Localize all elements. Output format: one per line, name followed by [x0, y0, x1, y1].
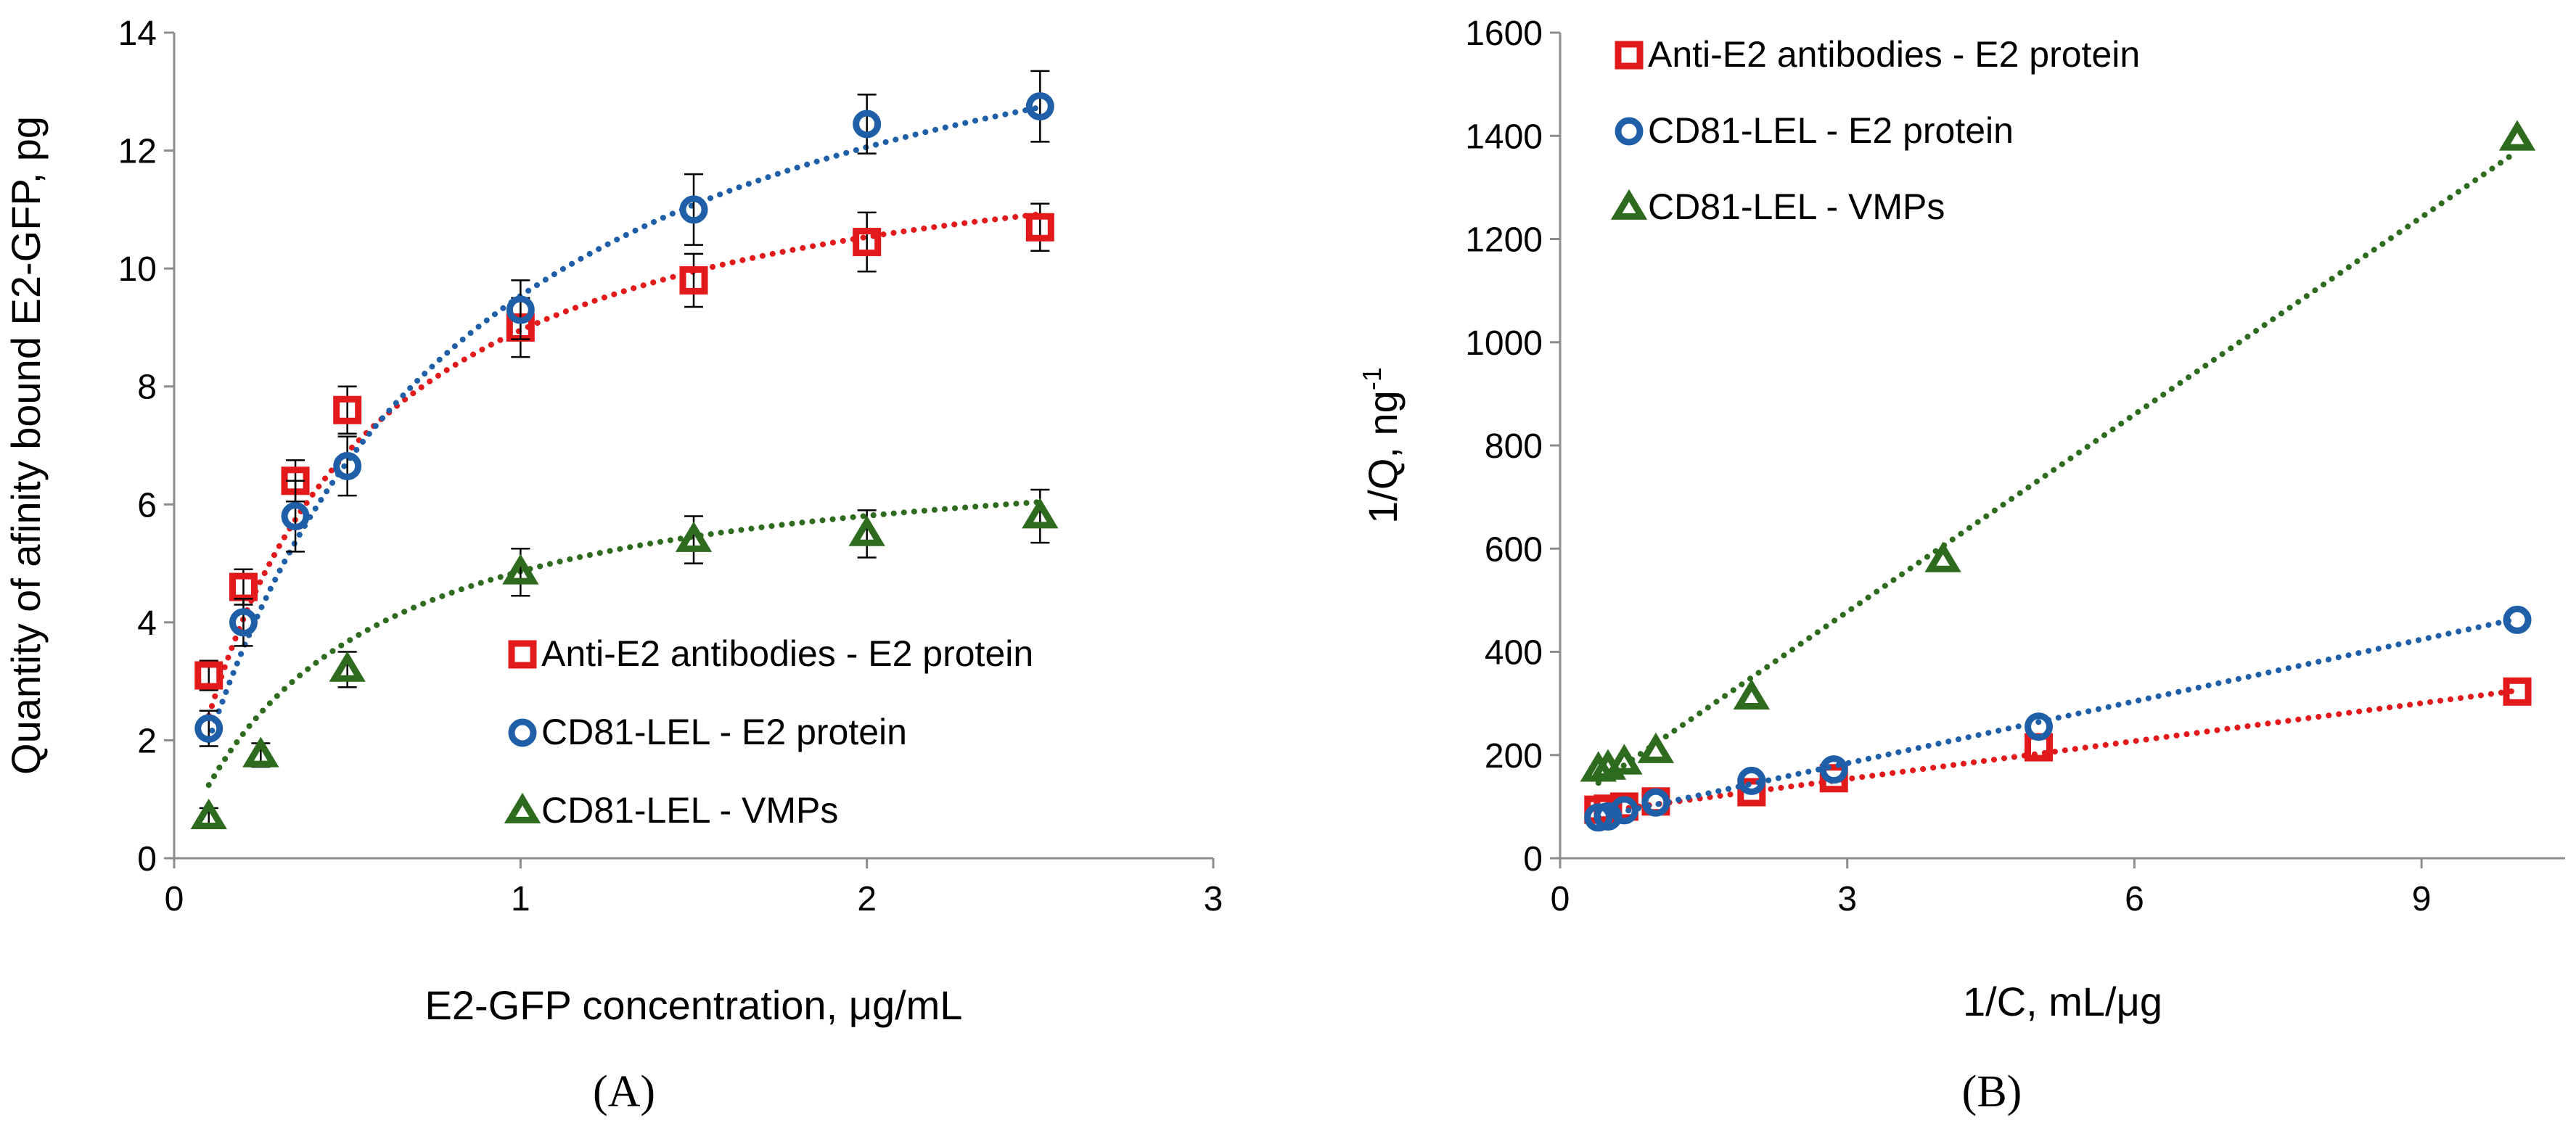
- data-point: [1641, 788, 1670, 817]
- series-triangle: [190, 488, 1059, 829]
- y-tick-label: 2: [137, 722, 157, 760]
- y-tick-label: 0: [1523, 840, 1543, 879]
- legend-label: CD81-LEL - VMPs: [541, 790, 838, 831]
- series-square: [1584, 677, 2532, 824]
- panel-label: (A): [593, 1067, 655, 1116]
- data-point: [1737, 778, 1766, 807]
- chart-panel-b: 0 200 400 600 800 1000 1200 1400 1600 0 3 6 9 1/C, mL…: [1357, 15, 2565, 1116]
- y-tick-label: 6: [137, 486, 157, 525]
- data-point: [2503, 605, 2532, 634]
- trendline: [1595, 615, 2521, 821]
- y-tick-label: 600: [1485, 530, 1543, 569]
- x-tick-label: 3: [1837, 880, 1857, 918]
- y-tick-label: 8: [137, 369, 157, 407]
- x-tick-label: 3: [1204, 880, 1223, 918]
- y-tick-label: 400: [1485, 634, 1543, 673]
- data-point: [506, 295, 535, 324]
- data-point: [190, 798, 227, 829]
- legend-marker: [508, 718, 537, 747]
- data-point: [848, 515, 885, 546]
- data-point: [675, 521, 713, 552]
- legend-label: CD81-LEL - E2 protein: [1648, 110, 2014, 151]
- y-tick-label: 10: [118, 250, 157, 289]
- series-triangle: [1580, 120, 2536, 786]
- data-point: [679, 195, 708, 224]
- data-point: [333, 451, 362, 480]
- data-point: [1022, 498, 1059, 529]
- data-point: [2503, 677, 2532, 706]
- data-point: [853, 228, 882, 257]
- y-axis-label: Quantity of afinity bound E2-GFP, pg: [3, 116, 49, 775]
- x-tick-label: 1: [511, 880, 530, 918]
- trendline: [205, 104, 1043, 744]
- legend-label: CD81-LEL - E2 protein: [541, 712, 907, 752]
- data-point: [194, 661, 223, 690]
- data-point: [333, 395, 362, 424]
- data-point: [1025, 92, 1054, 121]
- series-circle: [194, 70, 1054, 747]
- y-tick-label: 12: [118, 133, 157, 171]
- data-point: [679, 266, 708, 295]
- x-tick-label: 9: [2412, 880, 2432, 918]
- trendline: [1595, 148, 2521, 786]
- y-tick-label: 200: [1485, 737, 1543, 776]
- x-tick-label: 0: [165, 880, 184, 918]
- x-axis-label: 1/C, mL/μg: [1963, 979, 2162, 1024]
- x-tick-label: 2: [857, 880, 877, 918]
- data-point: [1819, 755, 1848, 784]
- data-point: [1924, 541, 1961, 572]
- y-tick-label: 4: [137, 604, 157, 643]
- y-axis-label: 1/Q, ng-1: [1357, 367, 1406, 524]
- y-tick-label: 0: [137, 840, 157, 879]
- data-point: [1637, 732, 1675, 763]
- data-point: [1025, 213, 1054, 242]
- data-point: [242, 736, 279, 768]
- legend-marker: [1610, 189, 1648, 220]
- data-point: [2498, 120, 2536, 151]
- x-tick-label: 0: [1551, 880, 1570, 918]
- panel-label: (B): [1962, 1067, 2022, 1116]
- data-point: [1733, 678, 1770, 710]
- y-tick-label: 1400: [1465, 118, 1543, 156]
- data-point: [194, 714, 223, 743]
- series-circle: [1584, 605, 2532, 832]
- y-tick-label: 1600: [1465, 15, 1543, 53]
- legend-label: Anti-E2 antibodies - E2 protein: [1648, 34, 2140, 75]
- data-point: [229, 608, 258, 637]
- data-point: [1606, 744, 1643, 775]
- x-tick-label: 6: [2125, 880, 2144, 918]
- y-tick-label: 14: [118, 15, 157, 53]
- y-tick-label: 1200: [1465, 221, 1543, 260]
- y-axis-label-superscript: -1: [1357, 367, 1387, 390]
- data-point: [1609, 796, 1638, 825]
- legend-marker: [1615, 117, 1644, 146]
- legend-label: CD81-LEL - VMPs: [1648, 186, 1945, 227]
- data-point: [502, 554, 539, 585]
- legend-marker: [504, 792, 541, 823]
- y-tick-label: 1000: [1465, 324, 1543, 363]
- y-tick-label: 800: [1485, 427, 1543, 466]
- data-point: [2025, 712, 2054, 741]
- data-point: [329, 651, 366, 682]
- data-point: [853, 110, 882, 139]
- legend-label: Anti-E2 antibodies - E2 protein: [541, 633, 1033, 674]
- x-axis-label: E2-GFP concentration, μg/mL: [425, 982, 963, 1028]
- trendline: [205, 211, 1043, 719]
- legend-marker: [1615, 41, 1644, 70]
- trendline: [205, 499, 1043, 789]
- legend-marker: [508, 640, 537, 669]
- data-point: [229, 572, 258, 601]
- data-point: [1737, 766, 1766, 795]
- data-point: [281, 502, 310, 531]
